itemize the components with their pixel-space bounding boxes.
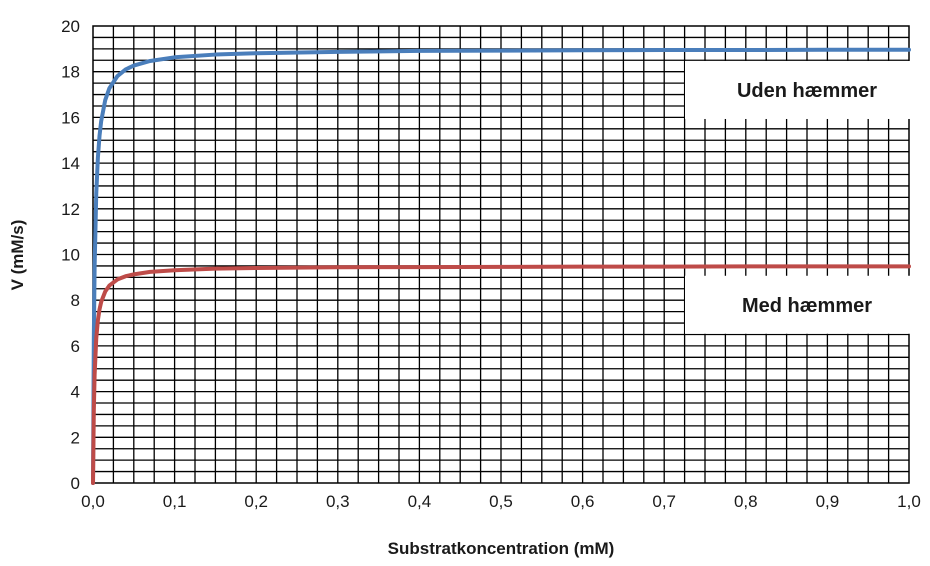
x-tick-label: 0,4 <box>408 492 432 511</box>
annotation-labels: Uden hæmmer Med hæmmer <box>685 60 929 334</box>
y-tick-label: 14 <box>61 154 80 173</box>
y-tick-label: 0 <box>71 474 80 493</box>
y-tick-label: 6 <box>71 337 80 356</box>
tick-labels: 0,0 0,1 0,2 0,3 0,4 0,5 0,6 0,7 0,8 0,9 1,0 0 2 4 6 8 10… <box>61 17 921 511</box>
x-tick-label: 0,6 <box>571 492 595 511</box>
y-tick-label: 12 <box>61 200 80 219</box>
x-tick-label: 0,3 <box>326 492 350 511</box>
x-tick-label: 0,0 <box>81 492 105 511</box>
y-tick-label: 8 <box>71 291 80 310</box>
y-tick-label: 4 <box>71 383 80 402</box>
gridlines <box>93 26 909 483</box>
series-label-box <box>685 60 929 119</box>
series-label: Uden hæmmer <box>737 80 877 102</box>
x-tick-label: 1,0 <box>897 492 921 511</box>
x-tick-label: 0,5 <box>489 492 513 511</box>
y-tick-label: 10 <box>61 246 80 265</box>
series-line-2 <box>91 264 911 485</box>
y-tick-label: 2 <box>71 428 80 447</box>
x-tick-label: 0,8 <box>734 492 758 511</box>
series-label: Med hæmmer <box>742 295 872 317</box>
y-tick-label: 18 <box>61 63 80 82</box>
series-lines <box>91 47 911 485</box>
y-tick-label: 16 <box>61 108 80 127</box>
y-tick-label: 20 <box>61 17 80 36</box>
x-axis-title: Substratkoncentration (mM) <box>388 539 615 558</box>
x-tick-label: 0,9 <box>816 492 840 511</box>
x-tick-label: 0,7 <box>652 492 676 511</box>
series-line-1 <box>91 47 911 485</box>
x-tick-label: 0,2 <box>244 492 268 511</box>
x-tick-label: 0,1 <box>163 492 187 511</box>
y-axis-title: V (mM/s) <box>8 220 27 291</box>
series-label-box <box>685 275 929 334</box>
